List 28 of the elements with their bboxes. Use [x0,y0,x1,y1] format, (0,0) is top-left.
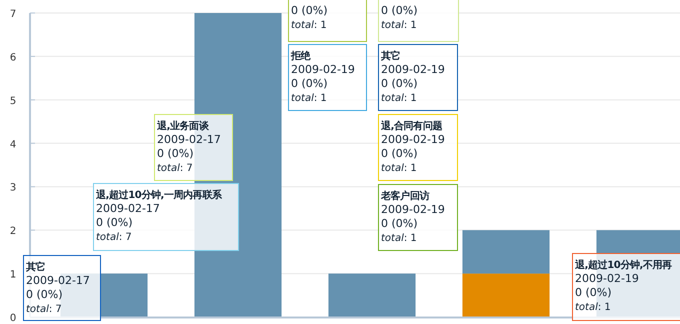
annotation: 0 (0%) total: 1 [288,0,367,42]
annotation: 退,超过10分钟,不用再 2009-02-19 0 (0%) total: 1 [572,253,680,321]
annotation: 拒绝 2009-02-19 0 (0%) total: 1 [290,50,355,104]
annotation: 老客户回访 2009-02-19 0 (0%) total: 1 [380,190,445,244]
y-tick-label: 6 [10,52,16,64]
annotation: 0 (0%) total: 1 [291,4,328,31]
y-tick-label: 3 [10,182,16,194]
annotation: 其它 2009-02-19 0 (0%) total: 1 [378,44,458,111]
y-tick-label: 2 [10,226,16,238]
annotation: 退,合同有问题 2009-02-19 0 (0%) total: 1 [380,120,445,174]
annotation: 拒绝 2009-02-19 0 (0%) total: 1 [288,44,367,111]
annotation: 退,业务面谈 2009-02-17 0 (0%) total: 7 [154,114,233,181]
y-tick-label: 0 [10,313,16,324]
y-tick-label: 1 [10,270,16,281]
annotation: 退,超过10分钟,一周内再联系 2009-02-17 0 (0%) total: 7 [93,183,239,251]
y-tick-label: 4 [10,139,16,150]
annotation: 退,业务面谈 2009-02-17 0 (0%) total: 7 [156,120,221,174]
y-tick-label: 7 [10,9,16,20]
annotation: 其它 2009-02-17 0 (0%) total: 7 [23,255,101,321]
annotation: 0 (0%) total: 1 [378,0,459,42]
annotation: 退,超过10分钟,不用再 2009-02-19 0 (0%) total: 1 [574,259,672,313]
annotation: 其它 2009-02-19 0 (0%) total: 1 [380,50,445,104]
y-tick-label: 5 [10,96,16,107]
annotation: 退,超过10分钟,一周内再联系 2009-02-17 0 (0%) total: 7 [95,189,223,243]
annotation: 老客户回访 2009-02-19 0 (0%) total: 1 [378,184,458,251]
annotation: 退,合同有问题 2009-02-19 0 (0%) total: 1 [378,114,458,181]
annotation: 其它 2009-02-17 0 (0%) total: 7 [25,261,90,315]
annotation: 0 (0%) total: 1 [381,4,418,31]
